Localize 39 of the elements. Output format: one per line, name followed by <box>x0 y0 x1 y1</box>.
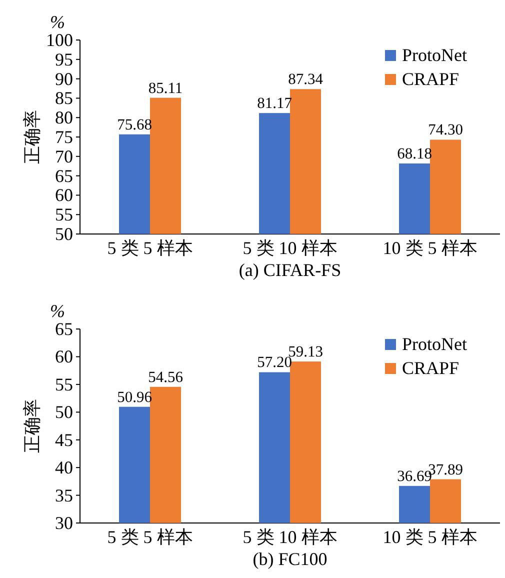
y-axis-title: 正确率 <box>22 110 42 164</box>
y-tick-label: 60 <box>55 185 73 206</box>
y-tick-label: 55 <box>55 204 73 225</box>
data-label: 85.11 <box>148 80 183 97</box>
y-tick-label: 45 <box>55 430 73 450</box>
x-tick-label: 10 类 5 样本 <box>382 527 478 547</box>
legend-label: ProtoNet <box>402 45 467 65</box>
data-label: 74.30 <box>428 122 464 139</box>
x-tick-label: 5 类 10 样本 <box>242 238 338 258</box>
text: (a) CIFAR-FS <box>238 260 342 280</box>
y-tick-label: 75 <box>55 127 73 147</box>
y-tick-label: 60 <box>55 346 73 367</box>
x-tick-label: 5 类 5 样本 <box>107 238 193 258</box>
text: % <box>50 12 65 32</box>
y-tick-label: 100 <box>46 30 73 50</box>
y-tick-label: 80 <box>55 108 73 128</box>
text: % <box>50 301 65 321</box>
y-tick-label: 50 <box>55 402 73 422</box>
x-tick-label: 5 类 10 样本 <box>242 527 338 547</box>
legend-label: CRAPF <box>402 358 460 378</box>
y-tick-label: 30 <box>55 513 73 533</box>
legend-label: CRAPF <box>402 69 460 89</box>
y-tick-label: 55 <box>55 374 73 394</box>
y-tick-label: 70 <box>55 146 73 166</box>
y-tick-label: 95 <box>55 49 73 70</box>
y-tick-label: 65 <box>55 319 73 339</box>
legend-label: ProtoNet <box>402 334 467 354</box>
data-label: 87.34 <box>288 71 324 88</box>
y-tick-label: 90 <box>55 68 73 89</box>
x-tick-label: 5 类 5 样本 <box>107 527 193 547</box>
data-label: 54.56 <box>148 368 184 386</box>
y-axis-title: 正确率 <box>22 399 42 453</box>
y-tick-label: 85 <box>55 88 73 108</box>
y-tick-label: 50 <box>55 224 73 244</box>
y-tick-label: 35 <box>55 485 73 506</box>
text: (b) FC100 <box>252 549 328 569</box>
y-tick-label: 65 <box>55 166 73 186</box>
y-tick-label: 40 <box>55 458 73 478</box>
x-tick-label: 10 类 5 样本 <box>382 238 478 258</box>
